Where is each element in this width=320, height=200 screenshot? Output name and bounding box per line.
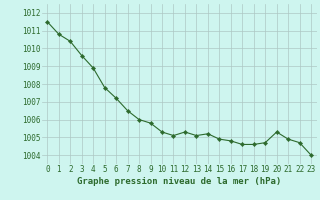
X-axis label: Graphe pression niveau de la mer (hPa): Graphe pression niveau de la mer (hPa) xyxy=(77,177,281,186)
